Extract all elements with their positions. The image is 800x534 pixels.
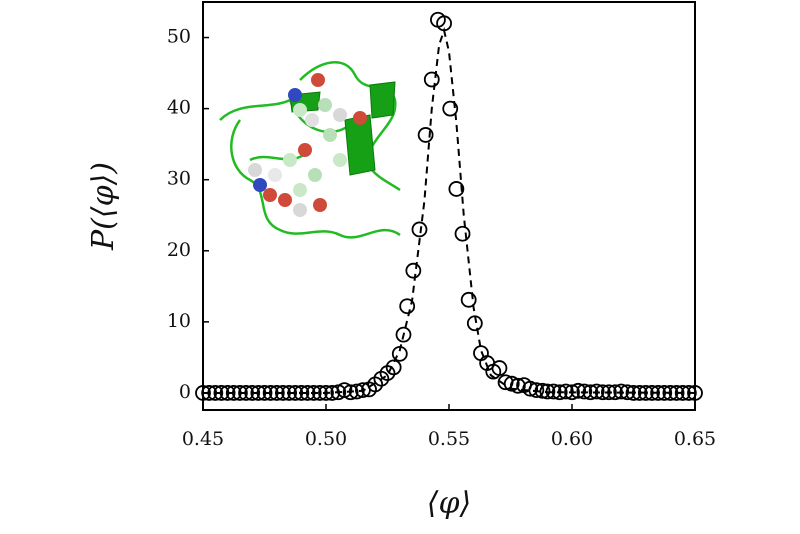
x-tick-label: 0.60 xyxy=(551,428,593,450)
data-point xyxy=(564,384,580,401)
data-point xyxy=(448,181,465,197)
data-point xyxy=(423,71,440,88)
y-tick-label: 30 xyxy=(167,168,191,190)
x-axis-label: ⟨φ⟩ xyxy=(427,486,471,521)
data-point xyxy=(417,127,434,143)
y-tick-label: 10 xyxy=(167,310,191,332)
data-point xyxy=(570,382,587,399)
data-point xyxy=(411,221,428,238)
x-tick-label: 0.50 xyxy=(305,428,347,450)
data-point xyxy=(625,385,642,401)
y-tick-label: 0 xyxy=(179,381,191,403)
ribbon xyxy=(219,61,401,239)
data-point xyxy=(399,298,416,315)
data-point xyxy=(385,359,402,376)
x-tick-label: 0.65 xyxy=(674,428,716,450)
data-point xyxy=(305,385,322,401)
data-point xyxy=(601,384,617,401)
data-point xyxy=(405,262,422,279)
data-point xyxy=(281,385,298,401)
data-point xyxy=(687,385,703,401)
y-tick-label: 50 xyxy=(167,26,191,48)
data-point xyxy=(293,385,310,401)
data-point xyxy=(318,385,334,401)
atoms xyxy=(248,73,367,217)
data-point xyxy=(637,385,654,401)
data-point xyxy=(342,384,359,401)
data-point xyxy=(551,384,568,401)
data-point xyxy=(491,360,508,376)
data-point xyxy=(576,383,593,400)
data-point xyxy=(509,377,526,394)
data-point xyxy=(454,225,471,242)
data-point xyxy=(473,345,489,362)
data-point xyxy=(528,382,545,398)
protein-inset xyxy=(219,61,401,239)
data-point xyxy=(588,383,605,400)
plot-frame xyxy=(202,1,696,411)
data-point xyxy=(442,100,459,117)
fit-line xyxy=(203,26,696,394)
data-point xyxy=(395,326,412,343)
y-axis-label: P(⟨φ⟩) xyxy=(86,162,121,251)
y-tick-label: 20 xyxy=(167,239,191,261)
x-tick-label: 0.45 xyxy=(182,428,224,450)
x-tick-label: 0.55 xyxy=(428,428,470,450)
y-tick-label: 40 xyxy=(167,97,191,119)
data-point xyxy=(539,383,556,400)
data-point xyxy=(522,380,539,397)
data-point xyxy=(460,291,477,308)
data-point xyxy=(613,383,630,400)
